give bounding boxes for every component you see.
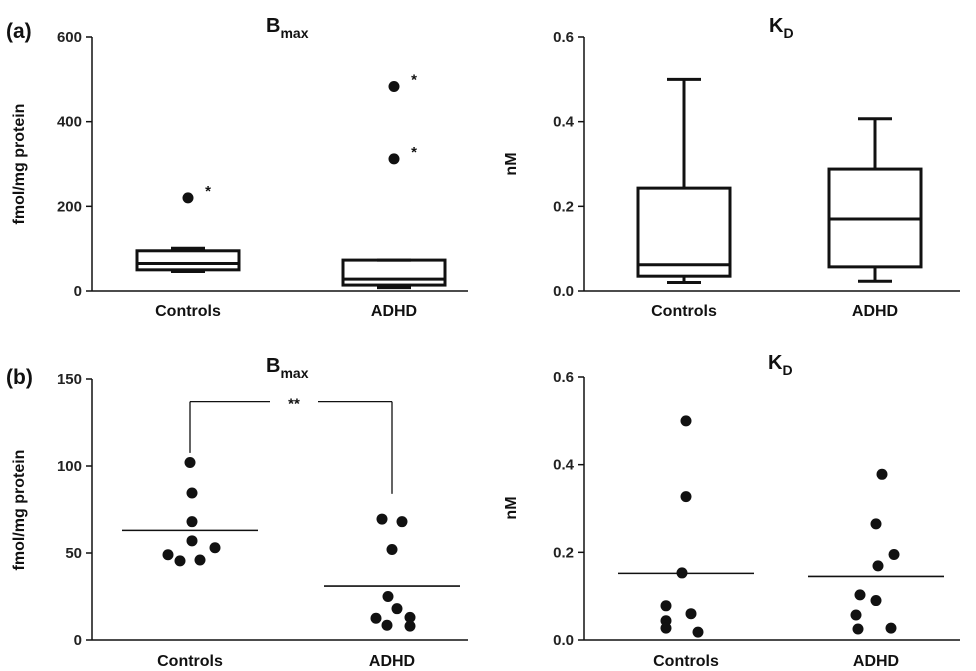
- x-category-label: Controls: [157, 653, 223, 670]
- data-point: [194, 554, 206, 566]
- y-tick-label: 150: [57, 371, 82, 388]
- chart-title-main: K: [768, 352, 783, 374]
- chart-title-main: K: [769, 15, 784, 37]
- data-point: [386, 544, 398, 556]
- x-category-label: ADHD: [369, 653, 415, 670]
- box-adhd: [341, 258, 447, 290]
- panel-label: (b): [6, 366, 33, 389]
- y-tick-label: 0.6: [553, 29, 574, 46]
- chart-panel-4: 0.0 0.2 0.4 0.6 Controls ADHD nM KD: [503, 352, 960, 670]
- y-tick-label: 600: [57, 29, 82, 46]
- data-point: [404, 611, 416, 623]
- outlier-marker: *: [205, 183, 211, 200]
- data-point: [404, 620, 416, 632]
- chart-title-main: B: [266, 355, 280, 377]
- x-category-label: Controls: [653, 653, 719, 670]
- data-point: [885, 622, 897, 634]
- chart-title: Bmax: [266, 15, 309, 41]
- outlier-marker: *: [411, 144, 417, 161]
- chart-panel-1: 0 200 400 600 Controls ADHD fmol/mg protein Bma…: [6, 15, 468, 320]
- y-tick-label: 0.2: [553, 544, 574, 561]
- chart-title-subscript: D: [783, 25, 793, 41]
- x-category-label: Controls: [155, 303, 221, 320]
- data-point: [381, 619, 393, 631]
- data-point: [174, 555, 186, 567]
- data-point: [184, 457, 196, 469]
- y-tick-label: 0.0: [553, 283, 574, 300]
- x-category-label: ADHD: [852, 303, 898, 320]
- y-tick-label: 0: [74, 283, 82, 300]
- chart-title: Bmax: [266, 355, 309, 381]
- y-tick-label: 400: [57, 114, 82, 131]
- data-point: [186, 516, 198, 528]
- significance-marker: **: [288, 396, 300, 413]
- data-point: [870, 595, 882, 607]
- y-tick-label: 200: [57, 198, 82, 215]
- data-point: [876, 468, 888, 480]
- chart-panel-3: 0 50 100 150 Controls ADHD fmol/mg protein Bmax…: [6, 355, 468, 670]
- data-point: [162, 549, 174, 561]
- outlier-point: [388, 81, 400, 93]
- y-tick-label: 0.6: [553, 369, 574, 386]
- chart-panel-2: 0.0 0.2 0.4 0.6 Controls ADHD nM KD: [503, 15, 960, 320]
- chart-title: KD: [769, 15, 794, 41]
- data-point: [852, 623, 864, 635]
- data-point: [870, 518, 882, 530]
- box-iqr: [135, 249, 241, 272]
- data-point: [854, 589, 866, 601]
- data-point: [680, 491, 692, 503]
- data-point: [660, 600, 672, 612]
- y-tick-label: 0.0: [553, 632, 574, 649]
- box-controls: [135, 246, 241, 274]
- y-axis-label: nM: [503, 496, 520, 519]
- data-point: [376, 513, 388, 525]
- chart-title-main: B: [266, 15, 280, 37]
- data-point: [209, 542, 221, 554]
- y-tick-label: 0.2: [553, 198, 574, 215]
- box-iqr: [636, 186, 732, 278]
- box-adhd: [827, 117, 923, 283]
- chart-title-subscript: max: [280, 365, 308, 381]
- data-point: [685, 608, 697, 620]
- data-point: [396, 516, 408, 528]
- data-point: [370, 612, 382, 624]
- data-point: [888, 549, 900, 561]
- outlier-point: [388, 153, 400, 165]
- y-axis-label: fmol/mg protein: [11, 450, 28, 571]
- y-tick-label: 100: [57, 458, 82, 475]
- data-point: [872, 560, 884, 572]
- panel-label: (a): [6, 20, 32, 43]
- y-axis-label: fmol/mg protein: [11, 104, 28, 225]
- data-point: [186, 535, 198, 547]
- y-tick-label: 50: [65, 545, 82, 562]
- data-point: [382, 591, 394, 602]
- box-iqr: [341, 258, 447, 287]
- data-point: [692, 626, 704, 638]
- y-tick-label: 0: [74, 632, 82, 649]
- chart-title: KD: [768, 352, 793, 378]
- chart-title-subscript: D: [782, 362, 792, 378]
- x-category-label: Controls: [651, 303, 717, 320]
- data-point: [186, 487, 198, 499]
- outlier-point: [182, 192, 194, 204]
- y-axis-label: nM: [503, 152, 520, 175]
- data-point: [391, 603, 403, 615]
- outlier-marker: *: [411, 72, 417, 89]
- data-point: [850, 609, 862, 621]
- x-category-label: ADHD: [371, 303, 417, 320]
- data-point: [660, 622, 672, 634]
- data-point: [680, 415, 692, 427]
- chart-title-subscript: max: [280, 25, 308, 41]
- x-category-label: ADHD: [853, 653, 899, 670]
- y-tick-label: 0.4: [553, 114, 575, 131]
- y-tick-label: 0.4: [553, 457, 575, 474]
- box-controls: [636, 77, 732, 285]
